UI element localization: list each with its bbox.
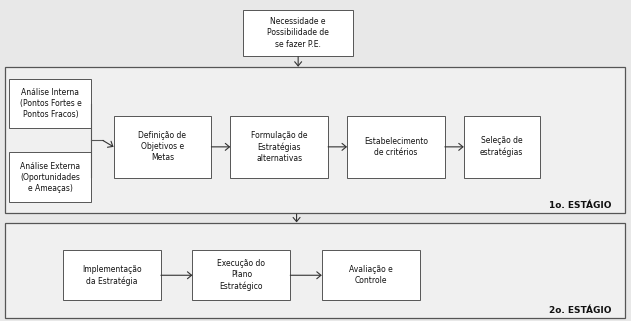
Text: Definição de
Objetivos e
Metas: Definição de Objetivos e Metas [138,131,187,162]
FancyBboxPatch shape [9,152,91,202]
FancyBboxPatch shape [5,67,625,213]
FancyBboxPatch shape [9,79,91,128]
FancyBboxPatch shape [230,116,328,178]
FancyBboxPatch shape [192,250,290,300]
Text: Implementação
da Estratégia: Implementação da Estratégia [82,265,142,286]
Text: Avaliação e
Controle: Avaliação e Controle [349,265,392,285]
Text: Necessidade e
Possibilidade de
se fazer P.E.: Necessidade e Possibilidade de se fazer … [267,17,329,48]
Text: Formulação de
Estratégias
alternativas: Formulação de Estratégias alternativas [251,131,307,163]
Text: 2o. ESTÁGIO: 2o. ESTÁGIO [549,306,611,315]
FancyBboxPatch shape [347,116,445,178]
Text: Seleção de
estratégias: Seleção de estratégias [480,136,523,157]
Text: Análise Interna
(Pontos Fortes e
Pontos Fracos): Análise Interna (Pontos Fortes e Pontos … [20,88,81,119]
Text: Estabelecimento
de critérios: Estabelecimento de critérios [364,137,428,157]
Text: Execução do
Plano
Estratégico: Execução do Plano Estratégico [217,259,266,291]
FancyBboxPatch shape [114,116,211,178]
Text: Análise Externa
(Oportunidades
e Ameaças): Análise Externa (Oportunidades e Ameaças… [20,162,81,193]
FancyBboxPatch shape [243,10,353,56]
FancyBboxPatch shape [5,223,625,318]
FancyBboxPatch shape [63,250,161,300]
Text: 1o. ESTÁGIO: 1o. ESTÁGIO [549,201,611,210]
FancyBboxPatch shape [464,116,540,178]
FancyBboxPatch shape [322,250,420,300]
